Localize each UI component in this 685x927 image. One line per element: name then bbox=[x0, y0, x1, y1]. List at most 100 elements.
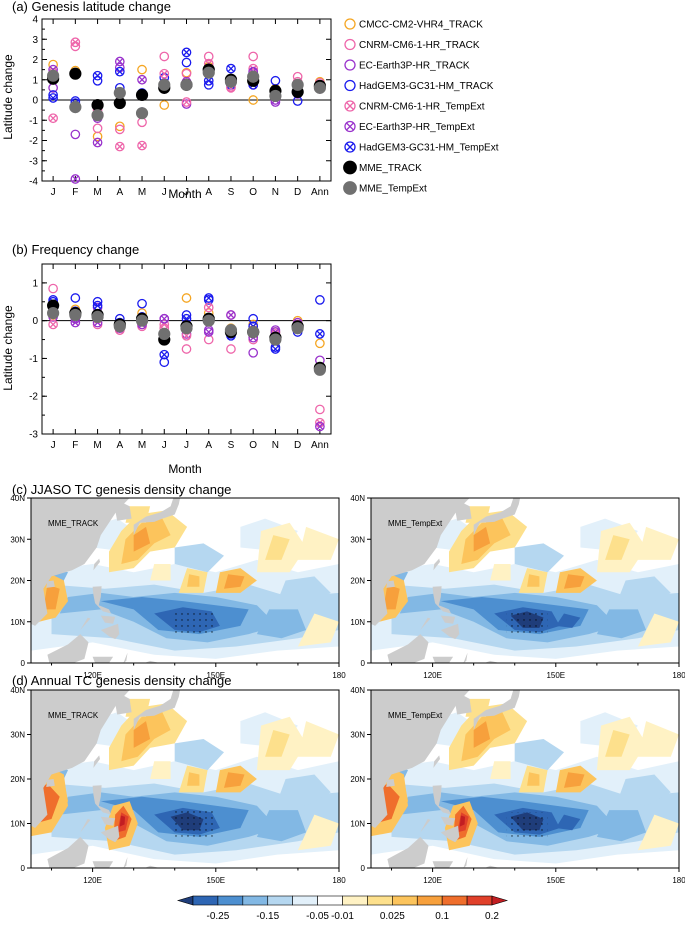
legend-marker bbox=[344, 120, 356, 133]
data-point bbox=[92, 123, 103, 134]
data-point bbox=[315, 338, 325, 349]
data-point bbox=[180, 78, 193, 91]
contour-region bbox=[297, 721, 339, 757]
y-tick-label: -4 bbox=[29, 177, 38, 188]
data-point bbox=[48, 113, 58, 124]
map-field bbox=[371, 498, 679, 663]
map-y-tick-label: 0 bbox=[21, 659, 26, 668]
colorbar-label: -0.25 bbox=[207, 911, 230, 922]
data-point bbox=[47, 69, 60, 82]
data-point bbox=[315, 404, 325, 415]
newguinea-land bbox=[144, 660, 160, 663]
map-c-tempext-label: MME_TempExt bbox=[388, 519, 443, 528]
contour-region bbox=[527, 574, 540, 587]
x-tick-label: Ann bbox=[311, 187, 329, 198]
x-tick-label: M bbox=[138, 440, 146, 451]
data-point bbox=[181, 344, 192, 354]
legend-marker bbox=[344, 100, 356, 112]
contour-region bbox=[459, 815, 465, 827]
data-point bbox=[159, 100, 170, 110]
map-y-tick-label: 30N bbox=[10, 535, 25, 544]
map-c-track-label: MME_TRACK bbox=[48, 519, 99, 528]
borneo-land bbox=[47, 634, 89, 663]
y-tick-label: -3 bbox=[29, 156, 38, 167]
panel-a-xlabel: Month bbox=[168, 187, 201, 201]
y-tick-label: -2 bbox=[29, 136, 38, 147]
legend-label: CMCC-CM2-VHR4_TRACK bbox=[359, 20, 483, 31]
palawan-land bbox=[420, 819, 431, 833]
colorbar: -0.25 -0.15 -0.05 -0.01 0.025 0.1 0.2 bbox=[176, 895, 509, 922]
data-point bbox=[181, 293, 192, 303]
data-point bbox=[113, 86, 126, 100]
colorbar-box bbox=[242, 895, 269, 906]
colorbar-left-arrow bbox=[176, 895, 194, 906]
y-tick-label: 4 bbox=[32, 15, 38, 26]
data-point bbox=[48, 93, 58, 103]
map-y-tick-label: 40N bbox=[10, 686, 25, 695]
hainan-land bbox=[46, 779, 55, 787]
map-c-tempext: 120E 150E 180 0 10N 20N 30N 40N bbox=[350, 494, 685, 680]
data-point bbox=[291, 78, 304, 91]
legend-marker bbox=[344, 141, 356, 153]
significance-stipple bbox=[506, 611, 548, 635]
contour-region bbox=[637, 526, 679, 560]
hokkaido-land bbox=[515, 668, 536, 684]
contour-region bbox=[224, 574, 245, 589]
contour-region bbox=[187, 772, 200, 786]
newguinea-land bbox=[144, 865, 160, 868]
taiwan-land bbox=[93, 755, 100, 768]
data-point bbox=[202, 66, 215, 79]
luzon-land bbox=[432, 586, 452, 614]
korea-land bbox=[113, 498, 132, 521]
panel-b-xlabel: Month bbox=[168, 462, 201, 476]
y-tick-label: -2 bbox=[29, 392, 38, 403]
data-point bbox=[248, 95, 259, 105]
x-tick-label: M bbox=[138, 187, 146, 198]
data-point bbox=[248, 313, 259, 324]
x-tick-label: A bbox=[116, 440, 123, 451]
borneo-land bbox=[387, 634, 429, 663]
x-tick-label: J bbox=[162, 440, 167, 451]
map-field bbox=[31, 690, 339, 868]
colorbar-box bbox=[466, 895, 493, 906]
x-tick-label: N bbox=[272, 440, 279, 451]
hainan-land bbox=[46, 580, 55, 588]
contour-region bbox=[297, 613, 339, 647]
taiwan-land bbox=[93, 558, 100, 571]
panel-c-title: (c) JJASO TC genesis density change bbox=[12, 482, 231, 497]
data-point bbox=[248, 347, 259, 358]
mainland-land bbox=[31, 498, 130, 626]
map-y-tick-label: 40N bbox=[350, 686, 365, 695]
panel-a-ylabel: Latitude change bbox=[1, 54, 15, 140]
legend-marker bbox=[344, 59, 356, 71]
map-x-tick-label: 180 bbox=[672, 671, 685, 680]
taiwan-land bbox=[433, 558, 440, 571]
panel-b-title: (b) Frequency change bbox=[12, 242, 139, 257]
map-y-tick-label: 0 bbox=[21, 864, 26, 873]
visayas-land bbox=[440, 816, 456, 826]
palawan-land bbox=[80, 617, 91, 630]
contour-region bbox=[174, 739, 224, 771]
halmahera-land bbox=[123, 652, 128, 663]
map-y-tick-label: 10N bbox=[350, 820, 365, 829]
map-y-tick-label: 0 bbox=[361, 864, 366, 873]
legend-label: HadGEM3-GC31-HM_TRACK bbox=[359, 81, 494, 92]
legend-label: CNRM-CM6-1-HR_TempExt bbox=[359, 102, 485, 113]
data-point bbox=[203, 302, 214, 313]
map-d-track: 120E 150E 180 0 10N 20N 30N 40N bbox=[10, 686, 346, 885]
contour-region bbox=[133, 526, 151, 552]
halmahera-land bbox=[123, 856, 128, 868]
data-point bbox=[69, 100, 82, 114]
contour-region bbox=[187, 574, 200, 587]
borneo-land bbox=[387, 836, 429, 868]
panel-d-title: (d) Annual TC genesis density change bbox=[12, 673, 231, 688]
data-point bbox=[113, 320, 126, 333]
panel-b-ylabel: Latitude change bbox=[1, 305, 15, 391]
data-point bbox=[114, 121, 125, 132]
data-point bbox=[70, 293, 81, 303]
contour-region bbox=[277, 576, 331, 606]
colorbar-box bbox=[217, 895, 244, 906]
contour-region bbox=[527, 772, 540, 786]
contour-region bbox=[564, 574, 585, 589]
